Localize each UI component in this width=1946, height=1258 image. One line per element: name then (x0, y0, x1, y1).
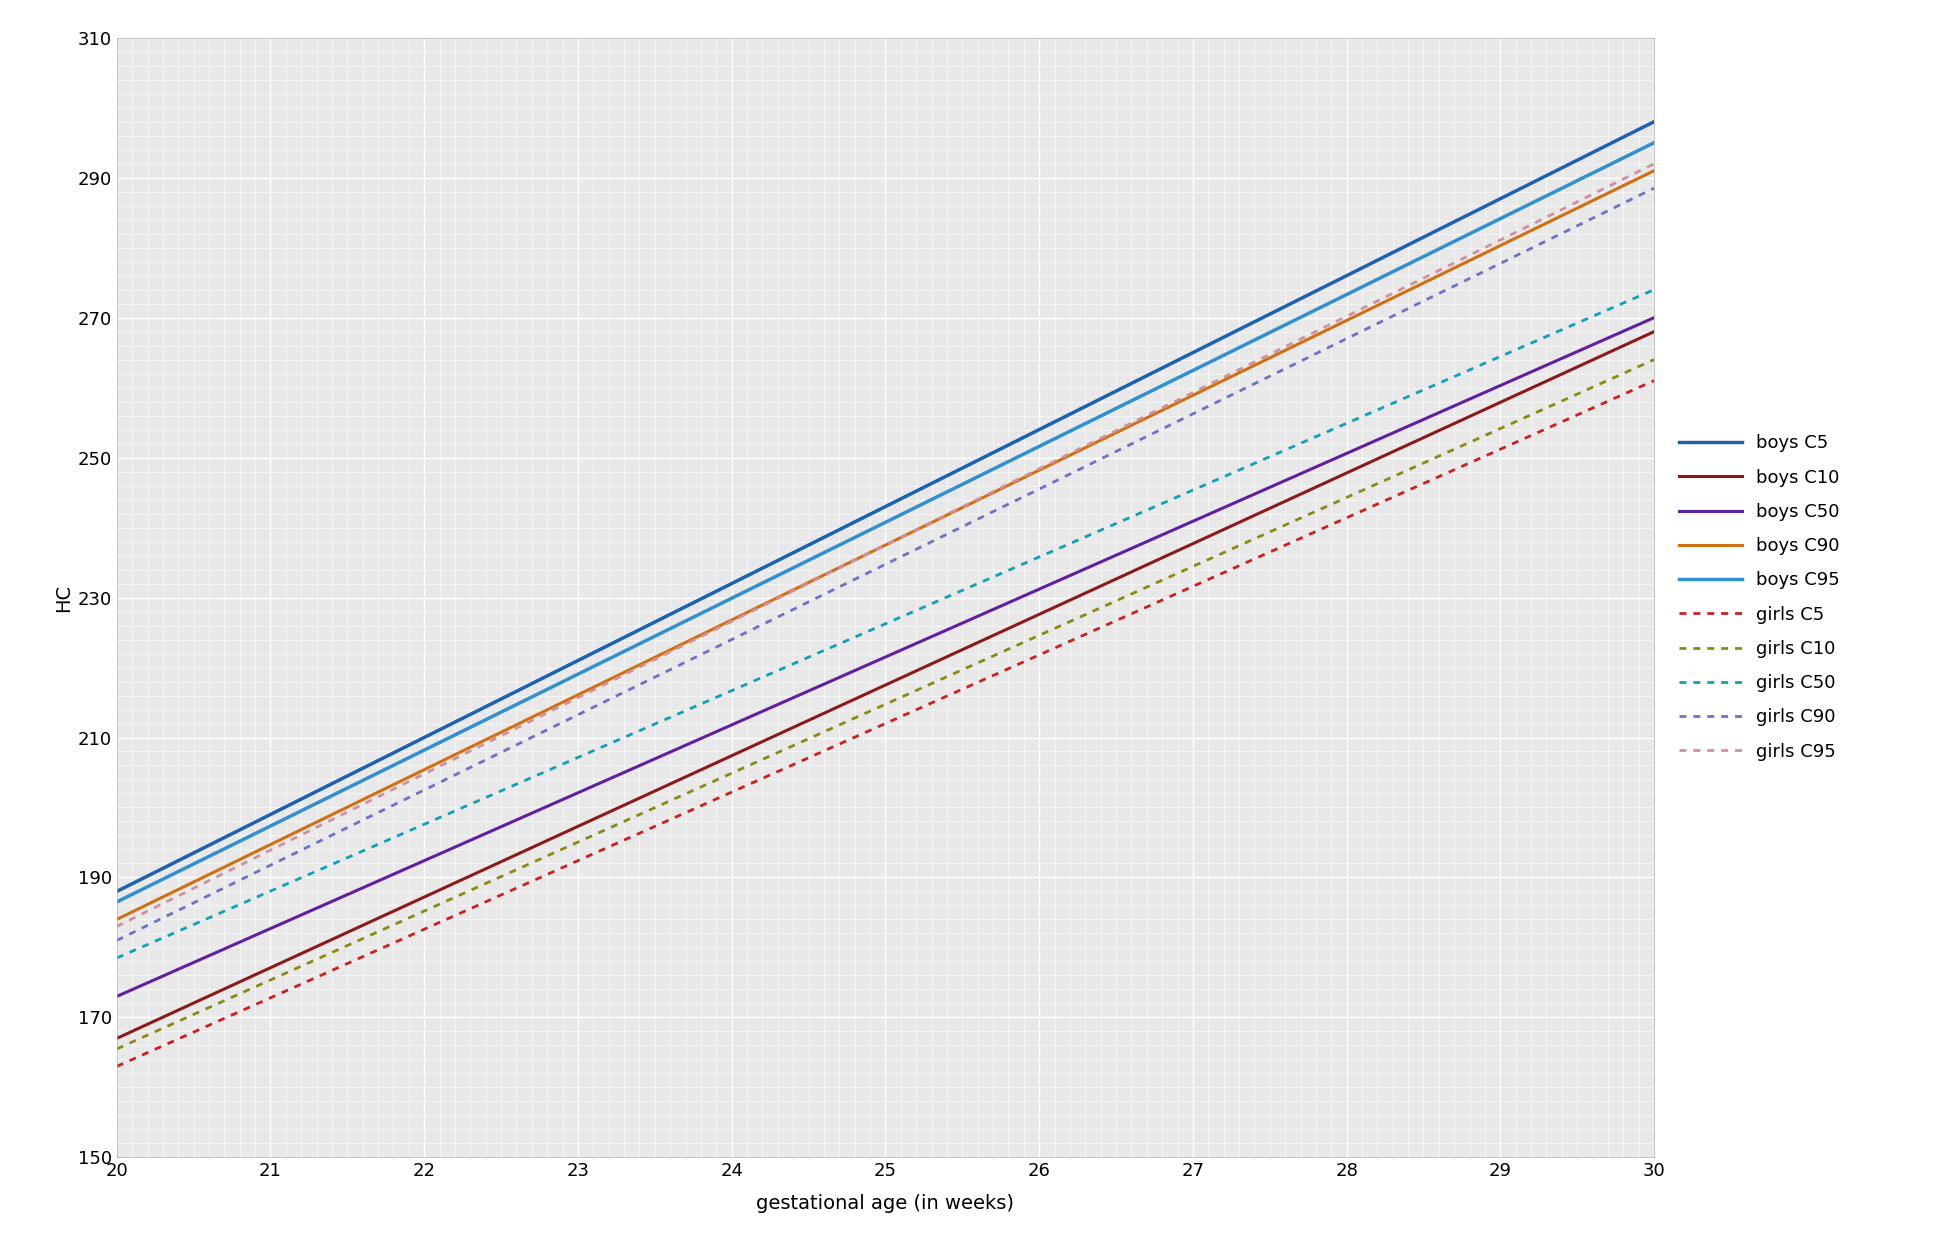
boys C90 (1366, 298, 1389, 313)
girls C50 (936, 589, 959, 604)
girls C95 (105, 918, 128, 933)
Line: girls C50: girls C50 (117, 289, 1654, 957)
girls C90 (835, 576, 858, 591)
boys C5 (105, 884, 128, 899)
X-axis label: gestational age (in weeks): gestational age (in weeks) (757, 1194, 1014, 1213)
boys C90 (1605, 181, 1629, 196)
girls C10 (936, 668, 959, 683)
girls C90 (1605, 199, 1629, 214)
boys C95 (845, 530, 868, 545)
Line: girls C10: girls C10 (117, 360, 1654, 1049)
boys C95 (1642, 135, 1666, 150)
girls C50 (105, 950, 128, 965)
girls C95 (835, 556, 858, 571)
girls C90 (845, 571, 868, 586)
boys C90 (845, 552, 868, 567)
boys C10 (1366, 452, 1389, 467)
boys C95 (835, 533, 858, 548)
girls C10 (845, 710, 868, 725)
girls C10 (1605, 369, 1629, 384)
boys C50 (1020, 585, 1043, 600)
boys C95 (105, 894, 128, 910)
boys C50 (105, 989, 128, 1004)
girls C90 (1020, 486, 1043, 501)
Line: boys C50: boys C50 (117, 317, 1654, 996)
girls C90 (1642, 181, 1666, 196)
girls C5 (1605, 390, 1629, 405)
Line: boys C95: boys C95 (117, 142, 1654, 902)
girls C50 (1366, 403, 1389, 418)
girls C5 (1020, 650, 1043, 665)
girls C5 (936, 688, 959, 703)
boys C50 (1366, 433, 1389, 448)
boys C90 (1020, 467, 1043, 482)
Legend: boys C5, boys C10, boys C50, boys C90, boys C95, girls C5, girls C10, girls C50,: boys C5, boys C10, boys C50, boys C90, b… (1679, 434, 1839, 761)
girls C90 (1366, 316, 1389, 331)
girls C10 (1366, 477, 1389, 492)
boys C95 (1366, 272, 1389, 287)
boys C95 (936, 483, 959, 498)
girls C10 (1020, 632, 1043, 647)
girls C5 (835, 733, 858, 749)
boys C95 (1020, 443, 1043, 458)
Line: boys C5: boys C5 (117, 122, 1654, 892)
girls C95 (845, 552, 868, 567)
boys C5 (1366, 253, 1389, 268)
Line: boys C90: boys C90 (117, 171, 1654, 920)
girls C10 (835, 715, 858, 730)
boys C5 (835, 518, 858, 533)
girls C90 (105, 933, 128, 949)
Y-axis label: HC: HC (54, 584, 74, 611)
boys C5 (845, 513, 868, 528)
girls C5 (1642, 374, 1666, 389)
girls C50 (1642, 282, 1666, 297)
boys C10 (835, 696, 858, 711)
Line: boys C10: boys C10 (117, 332, 1654, 1038)
boys C50 (1642, 309, 1666, 325)
boys C90 (936, 507, 959, 522)
boys C90 (105, 912, 128, 927)
boys C10 (1020, 610, 1043, 625)
boys C90 (835, 556, 858, 571)
girls C50 (845, 629, 868, 644)
girls C95 (1642, 156, 1666, 171)
girls C50 (1605, 298, 1629, 313)
girls C5 (845, 730, 868, 745)
boys C50 (845, 663, 868, 678)
boys C5 (1020, 425, 1043, 440)
boys C10 (1642, 325, 1666, 340)
boys C50 (1605, 326, 1629, 341)
girls C95 (1366, 293, 1389, 308)
Line: girls C5: girls C5 (117, 381, 1654, 1067)
boys C90 (1642, 164, 1666, 179)
boys C10 (936, 648, 959, 663)
boys C10 (105, 1030, 128, 1045)
Line: girls C90: girls C90 (117, 189, 1654, 941)
girls C90 (936, 526, 959, 541)
boys C10 (845, 691, 868, 706)
girls C95 (1020, 465, 1043, 481)
girls C5 (1366, 497, 1389, 512)
girls C10 (1642, 352, 1666, 367)
boys C95 (1605, 153, 1629, 169)
boys C5 (1642, 114, 1666, 130)
boys C5 (1605, 132, 1629, 147)
boys C5 (936, 468, 959, 483)
girls C10 (105, 1042, 128, 1057)
girls C95 (936, 506, 959, 521)
girls C50 (1020, 552, 1043, 567)
Line: girls C95: girls C95 (117, 164, 1654, 926)
boys C50 (835, 667, 858, 682)
boys C50 (936, 621, 959, 637)
girls C50 (835, 633, 858, 648)
girls C5 (105, 1059, 128, 1074)
girls C95 (1605, 175, 1629, 190)
boys C10 (1605, 341, 1629, 356)
